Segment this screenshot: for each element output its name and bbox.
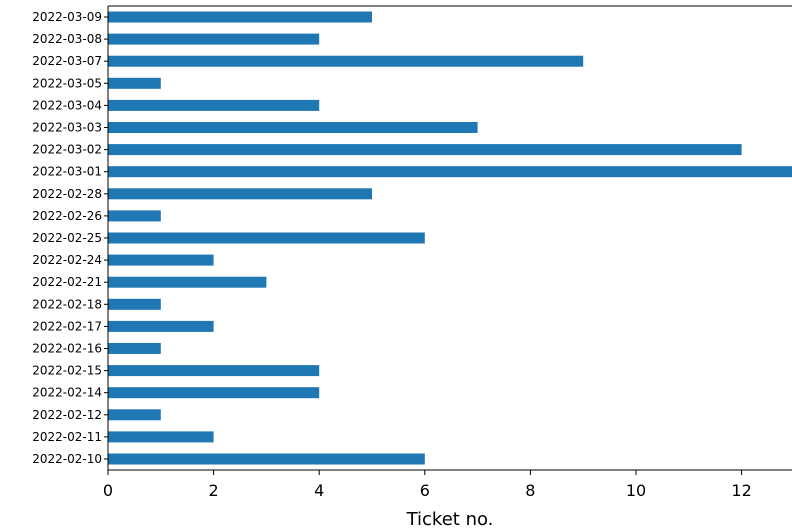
y-tick-label: 2022-02-11	[32, 430, 102, 444]
bars-layer	[108, 11, 792, 465]
bar-2022-02-11	[108, 431, 214, 443]
bar-2022-02-14	[108, 387, 320, 399]
bar-2022-03-08	[108, 33, 320, 45]
x-tick-label: 2	[209, 481, 219, 500]
y-tick-label: 2022-02-24	[32, 253, 102, 267]
y-tick-label: 2022-02-12	[32, 408, 102, 422]
x-axis-label: Ticket no.	[406, 509, 494, 529]
y-tick-label: 2022-02-26	[32, 209, 102, 223]
y-tick-label: 2022-03-05	[32, 76, 102, 90]
bar-2022-03-05	[108, 77, 161, 89]
bar-2022-02-26	[108, 210, 161, 222]
y-tick-label: 2022-03-07	[32, 54, 102, 68]
y-tick-label: 2022-02-14	[32, 386, 102, 400]
bar-2022-02-17	[108, 320, 214, 332]
y-tick-label: 2022-02-10	[32, 452, 102, 466]
bar-2022-02-15	[108, 365, 320, 377]
x-tick-label: 10	[626, 481, 646, 500]
y-tick-label: 2022-02-15	[32, 364, 102, 378]
x-tick-label: 6	[420, 481, 430, 500]
x-tick-label: 8	[525, 481, 535, 500]
y-tick-label: 2022-02-18	[32, 297, 102, 311]
y-tick-label: 2022-03-01	[32, 165, 102, 179]
bar-2022-02-18	[108, 298, 161, 310]
y-tick-label: 2022-03-08	[32, 32, 102, 46]
y-tick-label: 2022-03-03	[32, 121, 102, 135]
y-ticks-layer: 2022-02-10 2022-02-11 2022-02-12 2022-02-14…	[32, 10, 108, 466]
y-tick-label: 2022-03-04	[32, 98, 102, 112]
bar-2022-02-10	[108, 453, 425, 465]
bar-2022-02-25	[108, 232, 425, 244]
bar-2022-03-03	[108, 122, 478, 133]
bar-2022-02-12	[108, 409, 161, 421]
bar-2022-03-07	[108, 55, 584, 67]
y-tick-label: 2022-02-25	[32, 231, 102, 245]
y-tick-label: 2022-02-17	[32, 319, 102, 333]
y-tick-label: 2022-02-21	[32, 275, 102, 289]
y-tick-label: 2022-02-28	[32, 187, 102, 201]
bar-2022-02-16	[108, 343, 161, 354]
x-tick-label: 0	[103, 481, 113, 500]
x-tick-label: 4	[314, 481, 324, 500]
bar-2022-03-04	[108, 99, 320, 111]
y-tick-label: 2022-03-09	[32, 10, 102, 24]
bar-2022-02-21	[108, 276, 267, 288]
bar-2022-02-28	[108, 188, 372, 200]
bar-2022-03-01	[108, 166, 792, 178]
x-ticks-layer: 0 2 4 6 8 10 12	[103, 470, 752, 500]
y-tick-label: 2022-03-02	[32, 143, 102, 157]
bar-2022-03-09	[108, 11, 372, 23]
x-tick-label: 12	[731, 481, 751, 500]
y-tick-label: 2022-02-16	[32, 342, 102, 356]
bar-2022-02-24	[108, 254, 214, 266]
bar-2022-03-02	[108, 144, 742, 156]
